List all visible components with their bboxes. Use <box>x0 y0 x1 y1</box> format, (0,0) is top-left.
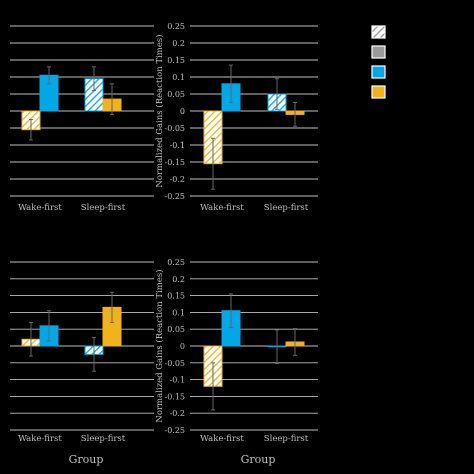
y-tick-label: -0.05 <box>164 359 185 368</box>
x-axis-label: Group <box>241 453 276 466</box>
y-axis-label: Normalized Gains (Reaction Times) <box>154 269 165 422</box>
panel-top-left: Wake-first Sleep-first <box>10 25 154 213</box>
category-label: Sleep-first <box>81 434 126 444</box>
y-tick-label: -0.05 <box>164 124 185 133</box>
y-tick-label: 0.05 <box>167 325 185 334</box>
y-tick-label: 0 <box>180 107 185 116</box>
y-tick-label: -0.1 <box>170 376 185 385</box>
x-axis-label: Group <box>69 453 104 466</box>
category-label: Sleep-first <box>264 434 309 444</box>
category-label: Wake-first <box>18 434 62 444</box>
category-label: Sleep-first <box>264 203 309 213</box>
y-tick-label: 0.2 <box>172 39 185 48</box>
y-tick-label: -0.2 <box>170 409 185 418</box>
y-tick-label: -0.25 <box>164 192 185 201</box>
y-tick-label: 0.2 <box>172 275 185 284</box>
y-tick-label: 0.1 <box>172 308 185 317</box>
y-tick-label: 0.1 <box>172 73 185 82</box>
y-tick-label: -0.1 <box>170 141 185 150</box>
y-tick-label: 0.15 <box>167 292 185 301</box>
y-tick-label: 0.25 <box>167 258 185 267</box>
legend-swatch-solid-blue <box>371 65 386 79</box>
y-tick-label: -0.2 <box>170 175 185 184</box>
y-tick-label: 0.25 <box>167 22 185 31</box>
panel-top-right: 0.25 0.2 0.15 0.1 0.05 0 -0.05 -0.1 -0.15 -0.2 -0.… <box>154 22 318 213</box>
legend-swatch-hatch-gray <box>371 25 386 39</box>
y-tick-label: 0.15 <box>167 56 185 65</box>
y-tick-label: -0.25 <box>164 426 185 435</box>
y-tick-label: 0.05 <box>167 90 185 99</box>
y-tick-label: -0.15 <box>164 392 185 401</box>
panel-bottom-right: 0.25 0.2 0.15 0.1 0.05 0 -0.05 -0.1 -0.15 -0.2 -0.… <box>154 258 318 466</box>
legend-swatch-solid-orange <box>371 85 386 99</box>
category-label: Sleep-first <box>81 203 126 213</box>
y-tick-label: 0 <box>180 342 185 351</box>
y-tick-label: -0.15 <box>164 158 185 167</box>
legend <box>371 25 386 99</box>
panel-bottom-left: Wake-first Sleep-first Group <box>10 261 154 466</box>
y-axis-label: Normalized Gains (Reaction Times) <box>154 34 165 187</box>
category-label: Wake-first <box>200 203 244 213</box>
legend-swatch-solid-gray <box>371 45 386 59</box>
category-label: Wake-first <box>200 434 244 444</box>
category-label: Wake-first <box>18 203 62 213</box>
